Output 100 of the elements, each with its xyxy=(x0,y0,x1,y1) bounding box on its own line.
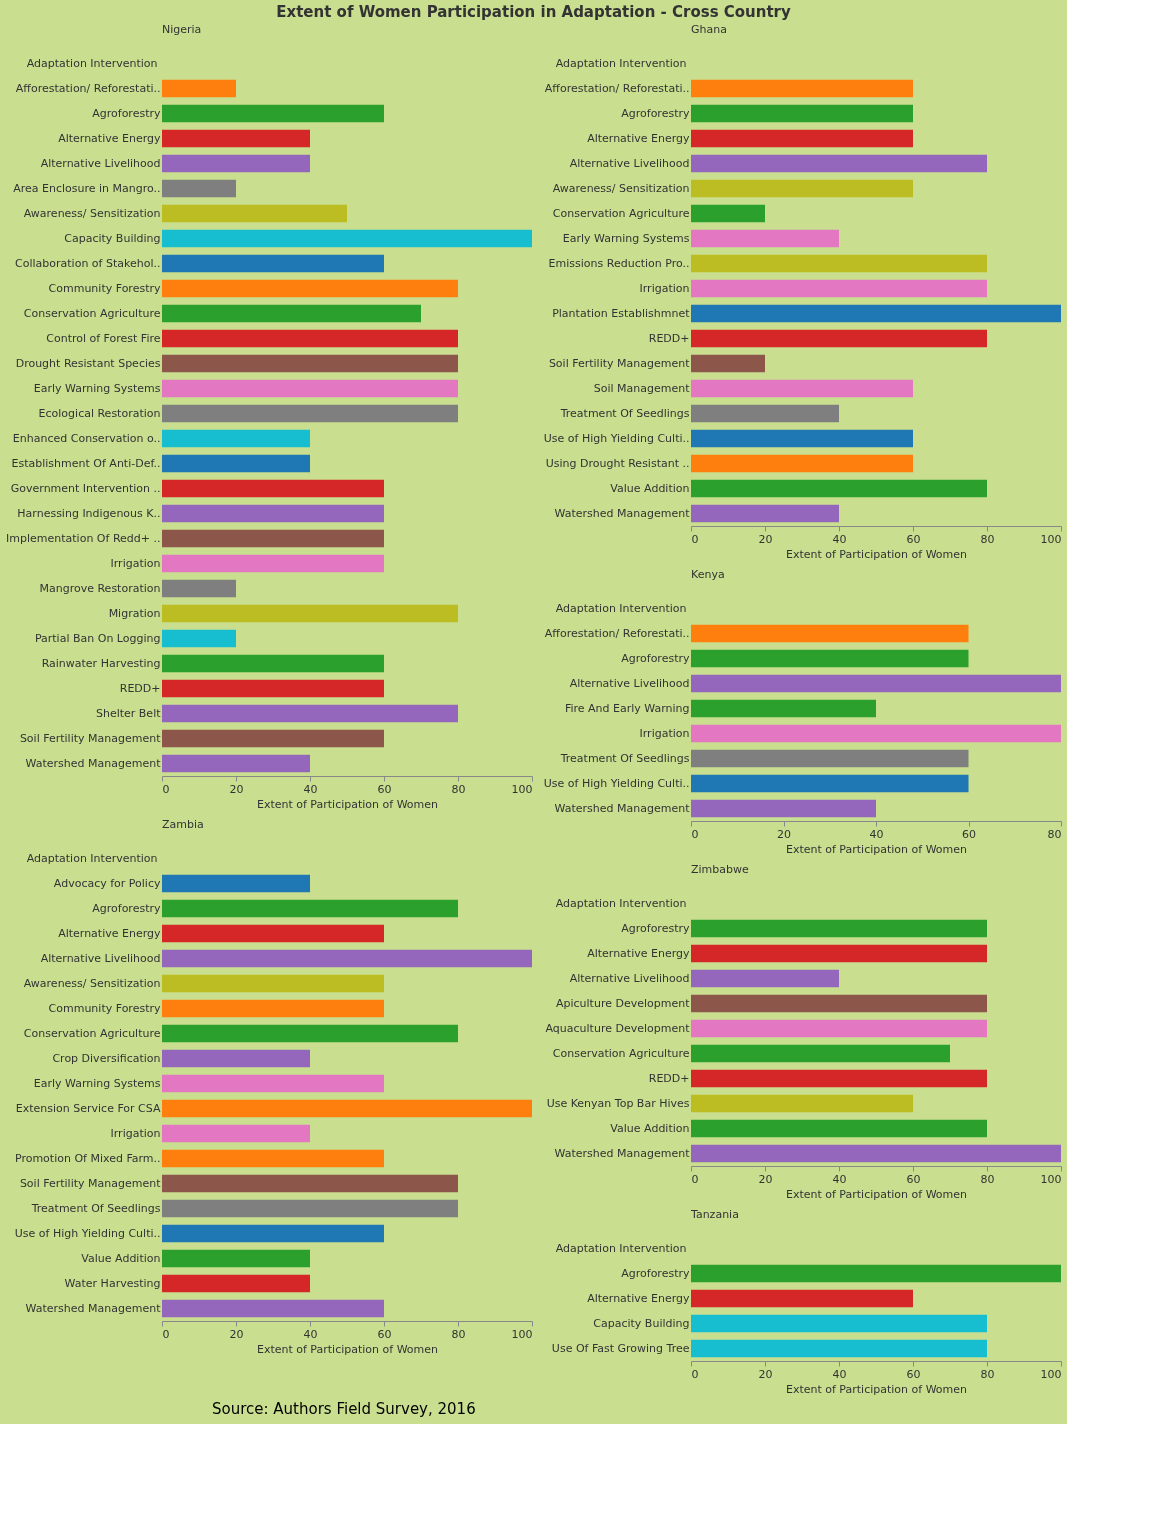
x-tick-label: 100 xyxy=(1040,1367,1062,1381)
y-tick-label: Water Harvesting xyxy=(64,1276,161,1290)
y-tick-label: Value Addition xyxy=(81,1251,161,1265)
y-tick-label: Awareness/ Sensitization xyxy=(23,976,161,990)
x-tick-label: 80 xyxy=(1047,827,1062,841)
y-tick-label: Soil Fertility Management xyxy=(19,731,162,745)
x-tick-label: 40 xyxy=(303,1327,318,1341)
y-tick-label: Alternative Energy xyxy=(58,131,161,145)
x-tick-label: 0 xyxy=(162,782,170,796)
y-tick-label: Use of High Yielding Culti.. xyxy=(543,431,690,445)
x-tick-label: 20 xyxy=(229,1327,244,1341)
y-tick-label: Watershed Management xyxy=(554,1146,691,1160)
y-tick-label: Alternative Energy xyxy=(587,946,690,960)
x-tick-label: 0 xyxy=(691,1367,699,1381)
y-tick-label: REDD+ xyxy=(648,331,690,345)
y-tick-label: Conservation Agriculture xyxy=(23,1026,161,1040)
x-tick-label: 80 xyxy=(451,1327,466,1341)
y-tick-label: Alternative Energy xyxy=(58,926,161,940)
bar xyxy=(691,1339,987,1358)
y-tick-label: Irrigation xyxy=(639,281,690,295)
y-tick-label: Implementation Of Redd+ .. xyxy=(6,531,161,545)
y-tick-label: Alternative Livelihood xyxy=(569,971,690,985)
bar xyxy=(691,724,1061,743)
y-tick-label: Capacity Building xyxy=(64,231,161,245)
y-tick-label: Harnessing Indigenous K.. xyxy=(17,506,161,520)
y-tick-label: Alternative Livelihood xyxy=(40,156,161,170)
x-tick-label: 20 xyxy=(758,1172,773,1186)
y-tick-label: Treatment Of Seedlings xyxy=(559,406,690,420)
text: Extent of Women Participation in Adaptation - Cross Country xyxy=(276,3,792,21)
y-tick-label: Conservation Agriculture xyxy=(552,206,690,220)
x-tick-label: 20 xyxy=(229,782,244,796)
bar xyxy=(691,799,876,818)
y-axis-title: Adaptation Intervention xyxy=(555,601,687,615)
chart-title: Ghana xyxy=(691,23,727,36)
y-tick-label: Value Addition xyxy=(610,481,690,495)
y-tick-label: Awareness/ Sensitization xyxy=(23,206,161,220)
x-axis-title: Extent of Participation of Women xyxy=(785,1382,968,1396)
x-tick-label: 60 xyxy=(377,782,392,796)
y-tick-label: Soil Fertility Management xyxy=(548,356,691,370)
x-tick-label: 40 xyxy=(869,827,884,841)
y-tick-label: Alternative Livelihood xyxy=(569,676,690,690)
y-tick-label: Watershed Management xyxy=(25,756,162,770)
bar xyxy=(691,1314,987,1333)
y-tick-label: Agroforestry xyxy=(621,106,690,120)
y-tick-label: Agroforestry xyxy=(621,921,690,935)
y-tick-label: Watershed Management xyxy=(554,506,691,520)
y-tick-label: Fire And Early Warning xyxy=(564,701,690,715)
bar xyxy=(691,624,969,643)
y-tick-label: Irrigation xyxy=(639,726,690,740)
bar xyxy=(691,1264,1061,1283)
y-tick-label: Alternative Livelihood xyxy=(569,156,690,170)
x-axis-title: Extent of Participation of Women xyxy=(256,1342,439,1356)
y-tick-label: Conservation Agriculture xyxy=(23,306,161,320)
x-tick-label: 100 xyxy=(1040,532,1062,546)
x-tick-label: 60 xyxy=(377,1327,392,1341)
y-tick-label: Afforestation/ Reforestati.. xyxy=(544,626,690,640)
y-tick-label: Use Kenyan Top Bar Hives xyxy=(546,1096,690,1110)
y-tick-label: Treatment Of Seedlings xyxy=(559,751,690,765)
x-tick-label: 0 xyxy=(691,1172,699,1186)
y-tick-label: Establishment Of Anti-Def.. xyxy=(11,456,161,470)
bar xyxy=(691,774,969,793)
y-tick-label: Conservation Agriculture xyxy=(552,1046,690,1060)
bar xyxy=(691,699,876,718)
y-tick-label: Ecological Restoration xyxy=(38,406,161,420)
y-tick-label: Drought Resistant Species xyxy=(15,356,161,370)
x-axis-title: Extent of Participation of Women xyxy=(256,797,439,811)
y-axis-title: Adaptation Intervention xyxy=(555,56,687,70)
x-tick-label: 0 xyxy=(691,827,699,841)
chart-title: Nigeria xyxy=(162,23,202,36)
y-tick-label: Capacity Building xyxy=(593,1316,690,1330)
y-tick-label: Mangrove Restoration xyxy=(39,581,161,595)
x-tick-label: 60 xyxy=(906,1172,921,1186)
y-tick-label: Emissions Reduction Pro.. xyxy=(548,256,690,270)
bar xyxy=(691,1289,913,1308)
y-tick-label: Awareness/ Sensitization xyxy=(552,181,690,195)
x-tick-label: 80 xyxy=(980,532,995,546)
x-axis-title: Extent of Participation of Women xyxy=(785,1187,968,1201)
y-tick-label: Watershed Management xyxy=(554,801,691,815)
x-tick-label: 40 xyxy=(303,782,318,796)
y-tick-label: Use of High Yielding Culti.. xyxy=(14,1226,161,1240)
x-tick-label: 100 xyxy=(1040,1172,1062,1186)
y-tick-label: Extension Service For CSA xyxy=(15,1101,161,1115)
y-tick-label: Early Warning Systems xyxy=(33,381,161,395)
y-tick-label: Rainwater Harvesting xyxy=(41,656,161,670)
y-tick-label: Aquaculture Development xyxy=(545,1021,691,1035)
x-tick-label: 60 xyxy=(906,1367,921,1381)
bar xyxy=(691,674,1061,693)
chart-title: Zambia xyxy=(162,818,204,831)
y-tick-label: Early Warning Systems xyxy=(33,1076,161,1090)
y-tick-label: Alternative Livelihood xyxy=(40,951,161,965)
y-tick-label: Collaboration of Stakehol.. xyxy=(15,256,161,270)
y-tick-label: Watershed Management xyxy=(25,1301,162,1315)
y-tick-label: Area Enclosure in Mangro.. xyxy=(13,181,161,195)
x-tick-label: 40 xyxy=(832,1367,847,1381)
y-tick-label: Partial Ban On Logging xyxy=(34,631,161,645)
x-tick-label: 20 xyxy=(777,827,791,841)
y-tick-label: Agroforestry xyxy=(92,901,161,915)
y-axis-title: Adaptation Intervention xyxy=(26,851,158,865)
x-tick-label: 40 xyxy=(832,1172,847,1186)
y-tick-label: Value Addition xyxy=(610,1121,690,1135)
